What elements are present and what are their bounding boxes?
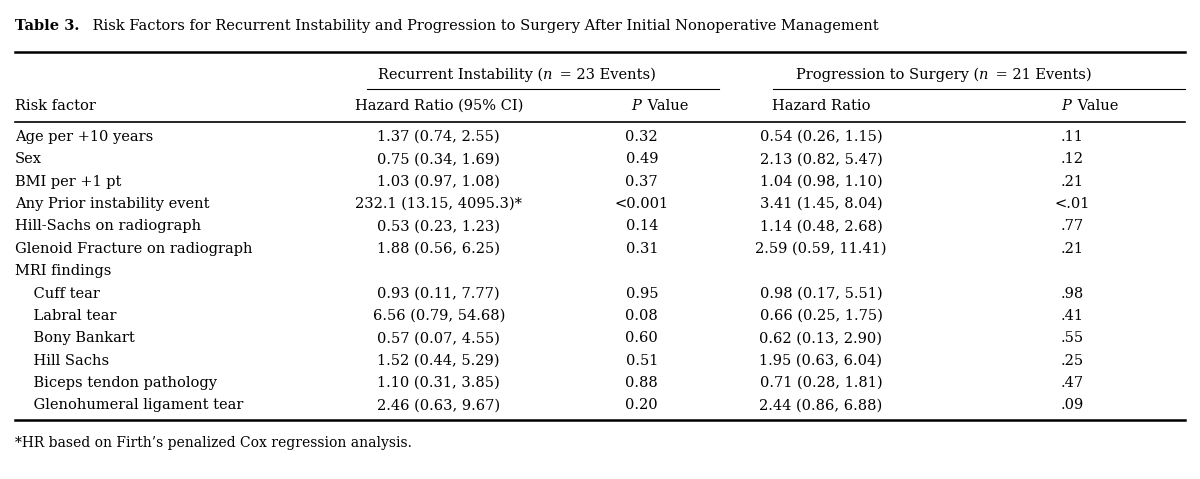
- Text: 0.66 (0.25, 1.75): 0.66 (0.25, 1.75): [760, 309, 882, 323]
- Text: Bony Bankart: Bony Bankart: [14, 331, 134, 345]
- Text: Progression to Surgery (: Progression to Surgery (: [796, 68, 979, 82]
- Text: Any Prior instability event: Any Prior instability event: [14, 197, 209, 211]
- Text: Risk Factors for Recurrent Instability and Progression to Surgery After Initial : Risk Factors for Recurrent Instability a…: [88, 19, 878, 34]
- Text: 232.1 (13.15, 4095.3)*: 232.1 (13.15, 4095.3)*: [355, 197, 522, 211]
- Text: Risk factor: Risk factor: [14, 99, 96, 113]
- Text: 0.75 (0.34, 1.69): 0.75 (0.34, 1.69): [377, 152, 500, 166]
- Text: .55: .55: [1061, 331, 1084, 345]
- Text: Cuff tear: Cuff tear: [14, 286, 100, 301]
- Text: P: P: [631, 99, 641, 113]
- Text: = 21 Events): = 21 Events): [991, 68, 1092, 82]
- Text: 0.14: 0.14: [625, 219, 658, 233]
- Text: .47: .47: [1061, 376, 1084, 390]
- Text: .12: .12: [1061, 152, 1084, 166]
- Text: Table 3.: Table 3.: [14, 19, 79, 34]
- Text: 0.37: 0.37: [625, 175, 658, 189]
- Text: Hazard Ratio: Hazard Ratio: [772, 99, 870, 113]
- Text: 0.62 (0.13, 2.90): 0.62 (0.13, 2.90): [760, 331, 882, 345]
- Text: Glenoid Fracture on radiograph: Glenoid Fracture on radiograph: [14, 242, 252, 256]
- Text: BMI per +1 pt: BMI per +1 pt: [14, 175, 121, 189]
- Text: .21: .21: [1061, 242, 1084, 256]
- Text: 1.37 (0.74, 2.55): 1.37 (0.74, 2.55): [378, 130, 500, 144]
- Text: 0.32: 0.32: [625, 130, 658, 144]
- Text: 1.10 (0.31, 3.85): 1.10 (0.31, 3.85): [377, 376, 500, 390]
- Text: 2.46 (0.63, 9.67): 2.46 (0.63, 9.67): [377, 399, 500, 412]
- Text: Labral tear: Labral tear: [14, 309, 116, 323]
- Text: .11: .11: [1061, 130, 1084, 144]
- Text: .21: .21: [1061, 175, 1084, 189]
- Text: Recurrent Instability (: Recurrent Instability (: [378, 68, 544, 82]
- Text: Value: Value: [1073, 99, 1118, 113]
- Text: *HR based on Firth’s penalized Cox regression analysis.: *HR based on Firth’s penalized Cox regre…: [14, 435, 412, 449]
- Text: Age per +10 years: Age per +10 years: [14, 130, 152, 144]
- Text: Biceps tendon pathology: Biceps tendon pathology: [14, 376, 217, 390]
- Text: .77: .77: [1061, 219, 1084, 233]
- Text: <.01: <.01: [1054, 197, 1090, 211]
- Text: 0.49: 0.49: [625, 152, 658, 166]
- Text: 0.60: 0.60: [625, 331, 658, 345]
- Text: Hill-Sachs on radiograph: Hill-Sachs on radiograph: [14, 219, 200, 233]
- Text: 0.54 (0.26, 1.15): 0.54 (0.26, 1.15): [760, 130, 882, 144]
- Text: 3.41 (1.45, 8.04): 3.41 (1.45, 8.04): [760, 197, 882, 211]
- Text: 0.57 (0.07, 4.55): 0.57 (0.07, 4.55): [377, 331, 500, 345]
- Text: .09: .09: [1060, 399, 1084, 412]
- Text: n: n: [979, 68, 989, 82]
- Text: 0.95: 0.95: [625, 286, 658, 301]
- Text: 0.31: 0.31: [625, 242, 658, 256]
- Text: = 23 Events): = 23 Events): [556, 68, 656, 82]
- Text: .98: .98: [1060, 286, 1084, 301]
- Text: 2.13 (0.82, 5.47): 2.13 (0.82, 5.47): [760, 152, 882, 166]
- Text: P: P: [1061, 99, 1070, 113]
- Text: 1.14 (0.48, 2.68): 1.14 (0.48, 2.68): [760, 219, 882, 233]
- Text: 2.44 (0.86, 6.88): 2.44 (0.86, 6.88): [760, 399, 882, 412]
- Text: 1.95 (0.63, 6.04): 1.95 (0.63, 6.04): [760, 354, 882, 368]
- Text: 0.20: 0.20: [625, 399, 658, 412]
- Text: Sex: Sex: [14, 152, 42, 166]
- Text: 0.71 (0.28, 1.81): 0.71 (0.28, 1.81): [760, 376, 882, 390]
- Text: 0.08: 0.08: [625, 309, 658, 323]
- Text: Hill Sachs: Hill Sachs: [14, 354, 109, 368]
- Text: 0.51: 0.51: [625, 354, 658, 368]
- Text: 2.59 (0.59, 11.41): 2.59 (0.59, 11.41): [755, 242, 887, 256]
- Text: .41: .41: [1061, 309, 1084, 323]
- Text: Value: Value: [643, 99, 689, 113]
- Text: <0.001: <0.001: [614, 197, 668, 211]
- Text: Hazard Ratio (95% CI): Hazard Ratio (95% CI): [354, 99, 523, 113]
- Text: 0.53 (0.23, 1.23): 0.53 (0.23, 1.23): [377, 219, 500, 233]
- Text: 1.03 (0.97, 1.08): 1.03 (0.97, 1.08): [377, 175, 500, 189]
- Text: 1.52 (0.44, 5.29): 1.52 (0.44, 5.29): [378, 354, 500, 368]
- Text: 0.88: 0.88: [625, 376, 658, 390]
- Text: 1.04 (0.98, 1.10): 1.04 (0.98, 1.10): [760, 175, 882, 189]
- Text: 6.56 (0.79, 54.68): 6.56 (0.79, 54.68): [372, 309, 505, 323]
- Text: Glenohumeral ligament tear: Glenohumeral ligament tear: [14, 399, 244, 412]
- Text: .25: .25: [1061, 354, 1084, 368]
- Text: MRI findings: MRI findings: [14, 264, 112, 278]
- Text: 0.93 (0.11, 7.77): 0.93 (0.11, 7.77): [378, 286, 500, 301]
- Text: 1.88 (0.56, 6.25): 1.88 (0.56, 6.25): [377, 242, 500, 256]
- Text: n: n: [544, 68, 553, 82]
- Text: 0.98 (0.17, 5.51): 0.98 (0.17, 5.51): [760, 286, 882, 301]
